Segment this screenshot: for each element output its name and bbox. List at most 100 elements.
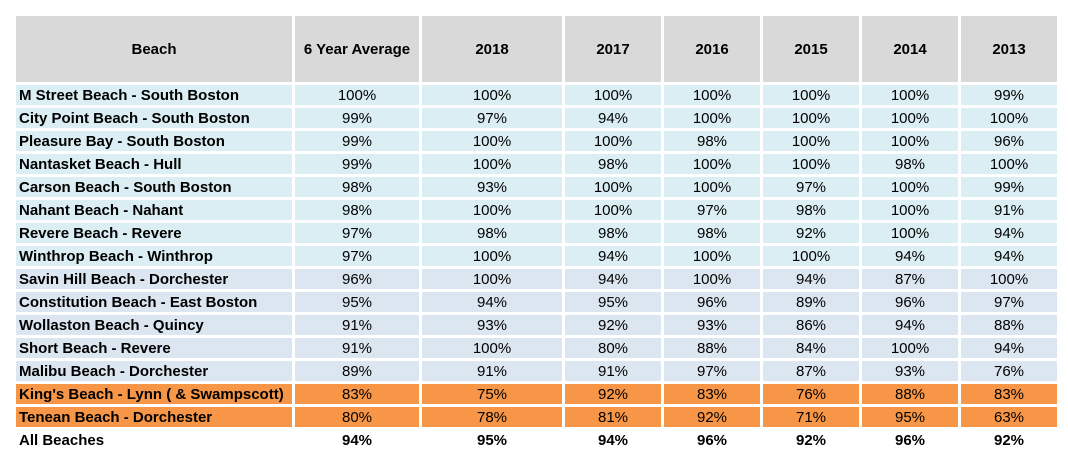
percent-cell: 94% [565,269,661,289]
percent-cell: 100% [664,85,760,105]
percent-cell: 94% [565,108,661,128]
percent-cell: 84% [763,338,859,358]
table-row: Nahant Beach - Nahant 98% 100% 100% 97% 98% 10… [16,200,1057,220]
beach-name-cell: Savin Hill Beach - Dorchester [16,269,292,289]
percent-cell: 78% [422,407,562,427]
percent-cell: 94% [961,338,1057,358]
header-6-year-average: 6 Year Average [295,16,419,82]
percent-cell: 86% [763,315,859,335]
percent-cell: 99% [961,177,1057,197]
percent-cell: 98% [664,223,760,243]
percent-cell: 99% [295,154,419,174]
beach-water-quality-table: Beach 6 Year Average 2018 2017 2016 2015… [13,13,1060,453]
beach-name-cell: Constitution Beach - East Boston [16,292,292,312]
percent-cell: 96% [664,292,760,312]
beach-name-cell: Nahant Beach - Nahant [16,200,292,220]
percent-cell: 92% [763,430,859,450]
percent-cell: 100% [422,131,562,151]
percent-cell: 98% [295,200,419,220]
percent-cell: 100% [862,177,958,197]
percent-cell: 98% [422,223,562,243]
percent-cell: 100% [961,269,1057,289]
table-row: Short Beach - Revere 91% 100% 80% 88% 84% 100%… [16,338,1057,358]
percent-cell: 91% [295,315,419,335]
percent-cell: 83% [295,384,419,404]
percent-cell: 89% [763,292,859,312]
percent-cell: 100% [664,177,760,197]
beach-name-cell: Malibu Beach - Dorchester [16,361,292,381]
beach-name-cell: M Street Beach - South Boston [16,85,292,105]
total-row: All Beaches 94% 95% 94% 96% 92% 96% 92% [16,430,1057,450]
percent-cell: 100% [664,246,760,266]
table-row: Pleasure Bay - South Boston 99% 100% 100% 98… [16,131,1057,151]
percent-cell: 100% [862,131,958,151]
beach-name-cell: Winthrop Beach - Winthrop [16,246,292,266]
percent-cell: 95% [862,407,958,427]
percent-cell: 97% [295,223,419,243]
percent-cell: 94% [565,246,661,266]
percent-cell: 94% [862,246,958,266]
percent-cell: 100% [565,200,661,220]
percent-cell: 89% [295,361,419,381]
table-row: King's Beach - Lynn ( & Swampscott) 83% 75… [16,384,1057,404]
percent-cell: 100% [961,154,1057,174]
percent-cell: 88% [862,384,958,404]
percent-cell: 97% [664,200,760,220]
percent-cell: 100% [565,177,661,197]
percent-cell: 96% [295,269,419,289]
percent-cell: 76% [763,384,859,404]
percent-cell: 94% [295,430,419,450]
beach-name-cell: Wollaston Beach - Quincy [16,315,292,335]
percent-cell: 100% [422,246,562,266]
header-2015: 2015 [763,16,859,82]
percent-cell: 80% [565,338,661,358]
header-2018: 2018 [422,16,562,82]
percent-cell: 100% [664,154,760,174]
percent-cell: 97% [961,292,1057,312]
percent-cell: 99% [295,108,419,128]
beach-name-cell: Carson Beach - South Boston [16,177,292,197]
percent-cell: 100% [862,85,958,105]
percent-cell: 92% [961,430,1057,450]
percent-cell: 88% [961,315,1057,335]
beach-name-cell: Pleasure Bay - South Boston [16,131,292,151]
table-row: Tenean Beach - Dorchester 80% 78% 81% 92% 71%… [16,407,1057,427]
percent-cell: 87% [862,269,958,289]
percent-cell: 71% [763,407,859,427]
percent-cell: 98% [763,200,859,220]
table-row: Constitution Beach - East Boston 95% 94% 95… [16,292,1057,312]
table-row: Wollaston Beach - Quincy 91% 93% 92% 93% 86% 9… [16,315,1057,335]
percent-cell: 92% [763,223,859,243]
percent-cell: 97% [295,246,419,266]
percent-cell: 97% [664,361,760,381]
percent-cell: 98% [565,154,661,174]
percent-cell: 95% [295,292,419,312]
percent-cell: 92% [565,315,661,335]
header-2017: 2017 [565,16,661,82]
percent-cell: 100% [862,338,958,358]
percent-cell: 94% [961,223,1057,243]
percent-cell: 94% [862,315,958,335]
percent-cell: 92% [664,407,760,427]
percent-cell: 100% [763,85,859,105]
percent-cell: 100% [961,108,1057,128]
percent-cell: 87% [763,361,859,381]
percent-cell: 100% [422,338,562,358]
percent-cell: 98% [862,154,958,174]
percent-cell: 81% [565,407,661,427]
percent-cell: 95% [565,292,661,312]
percent-cell: 83% [664,384,760,404]
percent-cell: 100% [422,269,562,289]
percent-cell: 100% [422,85,562,105]
header-2014: 2014 [862,16,958,82]
percent-cell: 98% [664,131,760,151]
table-row: Malibu Beach - Dorchester 89% 91% 91% 97% 87%… [16,361,1057,381]
percent-cell: 91% [961,200,1057,220]
percent-cell: 95% [422,430,562,450]
beach-name-cell: Tenean Beach - Dorchester [16,407,292,427]
header-row: Beach 6 Year Average 2018 2017 2016 2015… [16,16,1057,82]
percent-cell: 100% [295,85,419,105]
beach-name-cell: City Point Beach - South Boston [16,108,292,128]
percent-cell: 99% [961,85,1057,105]
percent-cell: 76% [961,361,1057,381]
